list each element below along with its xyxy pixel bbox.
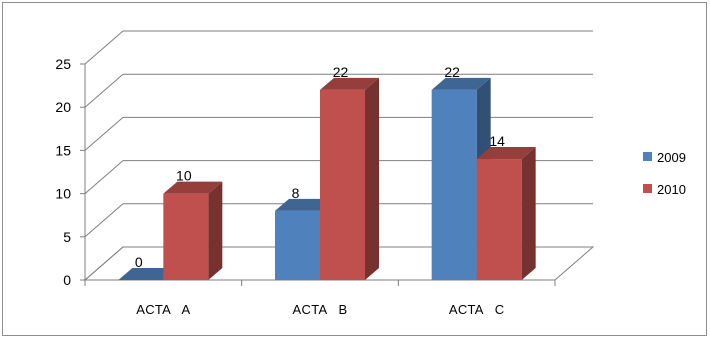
- legend-swatch-2009: [643, 152, 652, 161]
- data-label: 8: [292, 185, 300, 201]
- bar-2010-1: [320, 89, 365, 280]
- data-label: 0: [135, 254, 143, 270]
- bar-top-2009-1: [275, 198, 334, 211]
- x-category-label: ACTA C: [449, 302, 505, 317]
- bar-top-2010-0: [163, 181, 223, 194]
- legend-label: 2010: [657, 182, 686, 197]
- bar-2009-2: [431, 89, 477, 280]
- grid-depth-10: [84, 160, 124, 194]
- bar-top-2010-2: [476, 147, 536, 160]
- grid-depth-25: [84, 30, 124, 65]
- bar-side-2010-2: [521, 147, 536, 280]
- bar-2010-2: [476, 159, 522, 280]
- legend-swatch-2010: [643, 184, 652, 193]
- grid-depth-20: [84, 73, 124, 108]
- y-tick-label: 0: [63, 272, 71, 288]
- y-tick-label: 25: [55, 56, 71, 72]
- y-tick-label: 10: [55, 186, 71, 202]
- data-label: 14: [489, 133, 505, 149]
- y-tick-label: 15: [55, 142, 71, 158]
- y-tick-label: 20: [55, 99, 71, 115]
- data-label: 22: [444, 64, 460, 80]
- x-category-label: ACTA A: [136, 302, 190, 317]
- bar-side-2010-0: [208, 181, 223, 280]
- x-category-label: ACTA B: [293, 302, 348, 317]
- grid-depth-15: [84, 117, 124, 151]
- bar-2009-1: [275, 210, 320, 280]
- bar-side-2010-1: [365, 77, 379, 280]
- grid-depth-5: [84, 203, 124, 238]
- y-tick-label: 5: [63, 229, 71, 245]
- bar-top-2010-1: [320, 77, 379, 90]
- legend-label: 2009: [657, 150, 686, 165]
- data-label: 10: [176, 168, 192, 184]
- bar-top-2009-0: [118, 268, 178, 280]
- bar-2010-0: [163, 193, 209, 280]
- data-label: 22: [333, 64, 349, 80]
- bar-top-2009-2: [431, 77, 491, 90]
